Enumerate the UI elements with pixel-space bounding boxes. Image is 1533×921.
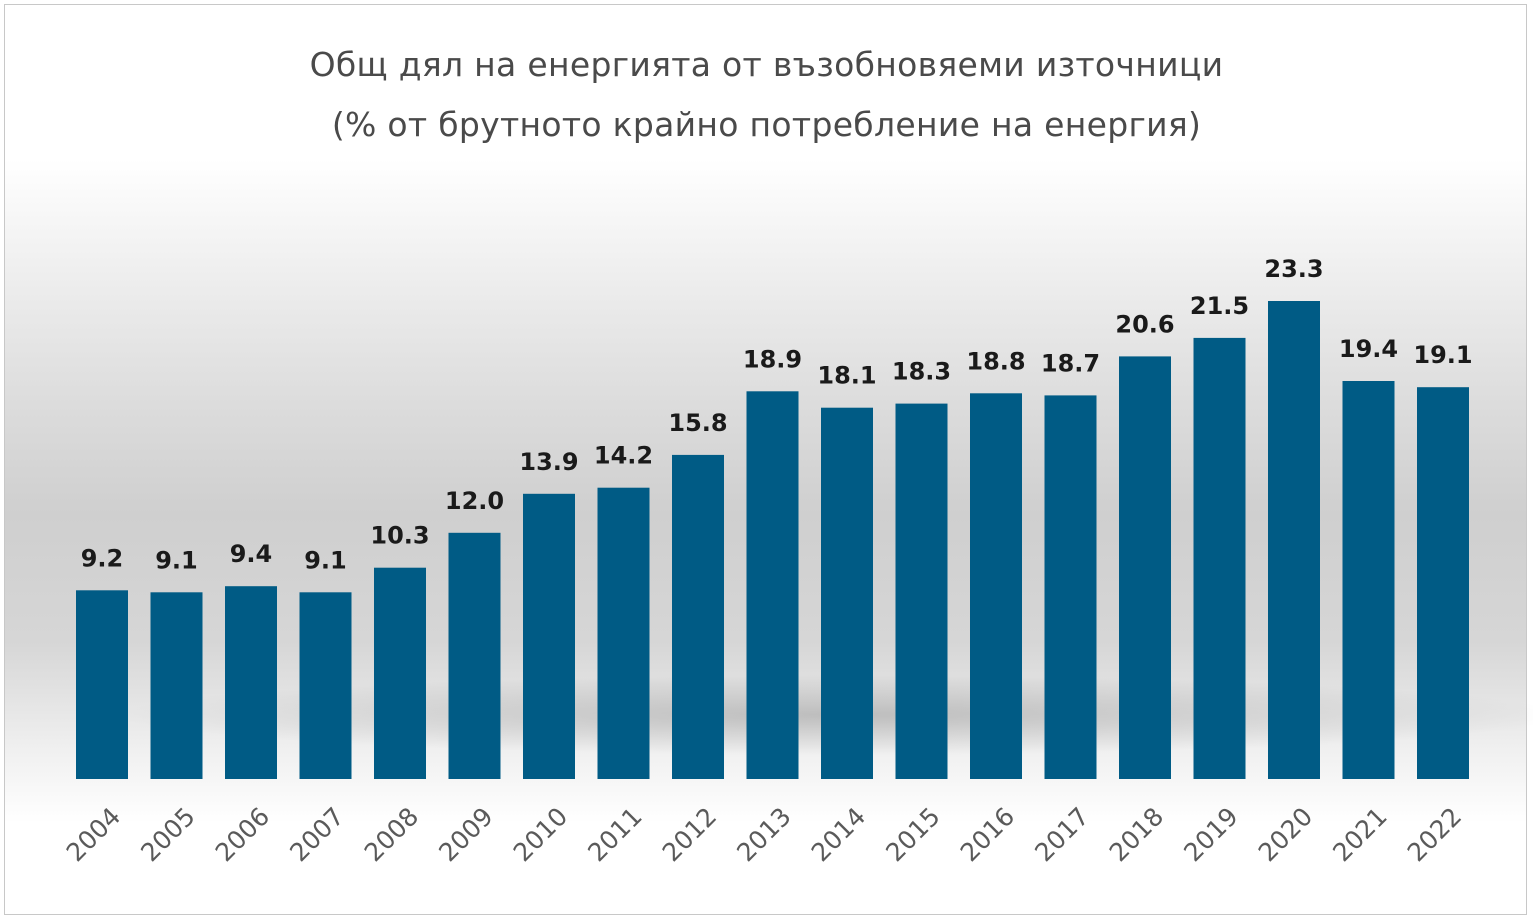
value-label-2022: 19.1: [1413, 341, 1472, 369]
bar-2014: [821, 407, 873, 779]
value-label-2014: 18.1: [817, 362, 876, 390]
bar-2022: [1417, 387, 1469, 779]
value-labels-group: 9.2 9.1 9.4 9.1 10.3 12.0 13.9 14.2 15.8 18.9 18.1…: [81, 255, 1473, 574]
value-label-2007: 9.1: [304, 546, 347, 574]
value-label-2018: 20.6: [1115, 310, 1174, 338]
x-tick-2011: 2011: [582, 802, 647, 867]
value-label-2016: 18.8: [966, 347, 1025, 375]
x-tick-2017: 2017: [1029, 802, 1094, 867]
bar-2008: [374, 567, 426, 779]
x-tick-2006: 2006: [210, 802, 275, 867]
x-tick-2009: 2009: [433, 802, 498, 867]
x-tick-2014: 2014: [806, 802, 871, 867]
bar-2009: [448, 532, 501, 779]
x-tick-2022: 2022: [1402, 802, 1467, 867]
value-label-2006: 9.4: [230, 540, 273, 568]
bar-2019: [1193, 337, 1246, 779]
value-label-2015: 18.3: [892, 358, 951, 386]
x-tick-2016: 2016: [955, 802, 1020, 867]
value-label-2004: 9.2: [81, 544, 124, 572]
value-label-2008: 10.3: [370, 522, 429, 550]
value-label-2021: 19.4: [1339, 335, 1398, 363]
x-tick-2007: 2007: [284, 802, 349, 867]
bar-2011: [597, 487, 650, 779]
bar-2021: [1342, 381, 1395, 779]
bar-2012: [672, 454, 724, 779]
x-tick-2004: 2004: [61, 802, 126, 867]
bar-2004: [76, 590, 128, 779]
value-label-2020: 23.3: [1264, 255, 1323, 283]
bar-2017: [1044, 395, 1097, 779]
value-label-2010: 13.9: [519, 448, 578, 476]
x-tick-labels-group: 2004 2005 2006 2007 2008 2009 2010 2011 2012 2013…: [61, 802, 1467, 867]
bar-2007: [299, 592, 352, 779]
chart-title: Общ дял на енергията от възобновяеми изт…: [309, 45, 1224, 84]
bar-2010: [523, 493, 575, 779]
x-tick-2010: 2010: [508, 802, 573, 867]
x-tick-2021: 2021: [1327, 802, 1392, 867]
value-label-2013: 18.9: [743, 345, 802, 373]
bar-2006: [225, 586, 277, 779]
x-tick-2012: 2012: [657, 802, 722, 867]
chart-subtitle: (% от брутното крайно потребление на ене…: [331, 105, 1202, 144]
bar-2020: [1268, 301, 1320, 779]
x-tick-2005: 2005: [135, 802, 200, 867]
x-tick-2018: 2018: [1104, 802, 1169, 867]
bar-2016: [970, 393, 1022, 779]
value-label-2011: 14.2: [594, 442, 653, 470]
x-tick-2020: 2020: [1253, 802, 1318, 867]
bar-2015: [895, 403, 948, 779]
x-tick-2019: 2019: [1178, 802, 1243, 867]
value-label-2019: 21.5: [1190, 292, 1249, 320]
value-label-2017: 18.7: [1041, 349, 1100, 377]
x-tick-2008: 2008: [359, 802, 424, 867]
bar-2018: [1119, 356, 1171, 779]
value-label-2005: 9.1: [155, 546, 198, 574]
x-tick-2013: 2013: [731, 802, 796, 867]
x-tick-2015: 2015: [880, 802, 945, 867]
bar-2005: [150, 592, 203, 779]
bar-2013: [746, 391, 799, 779]
value-label-2012: 15.8: [668, 409, 727, 437]
bars-group: [76, 301, 1469, 779]
value-label-2009: 12.0: [445, 487, 504, 515]
